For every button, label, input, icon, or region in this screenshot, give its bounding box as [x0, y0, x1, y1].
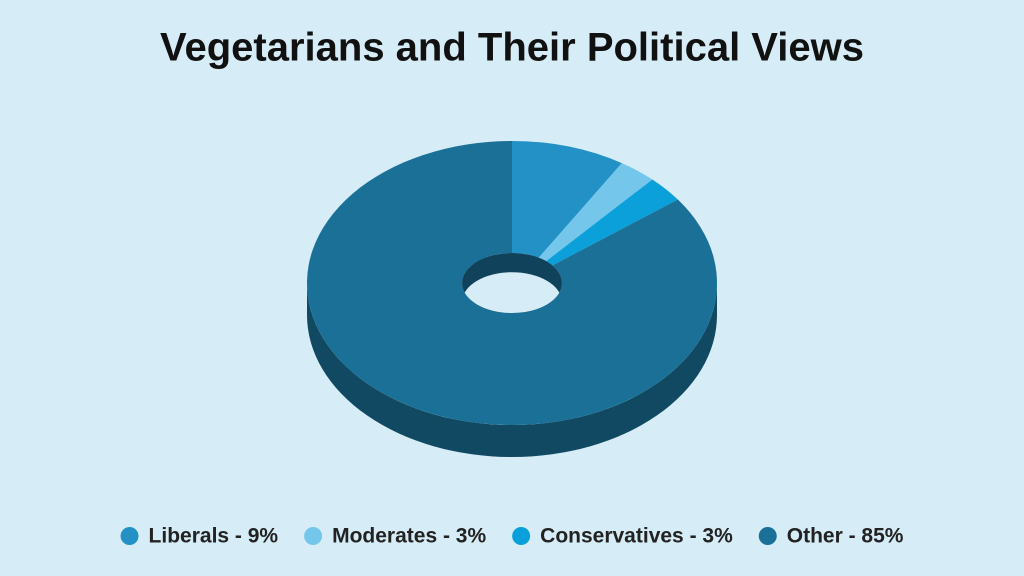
legend: Liberals - 9% Moderates - 3% Conservatives…: [120, 525, 904, 548]
slice-side: [307, 283, 717, 457]
legend-label: Liberals - 9%: [149, 525, 279, 548]
slice: [512, 141, 622, 258]
pie: [307, 140, 718, 457]
legend-marker: [120, 527, 139, 545]
legend-item: Moderates - 3%: [304, 525, 486, 548]
legend-marker: [758, 527, 777, 545]
legend-label: Other - 85%: [787, 525, 904, 548]
legend-item: Conservatives - 3%: [512, 525, 733, 548]
legend-marker: [304, 527, 323, 545]
legend-label: Moderates - 3%: [332, 525, 486, 548]
legend-label: Conservatives - 3%: [540, 525, 733, 548]
chart-title: Vegetarians and Their Political Views: [160, 26, 864, 70]
legend-item: Liberals - 9%: [120, 525, 279, 548]
slice: [546, 179, 678, 266]
hole: [462, 272, 562, 313]
slice: [307, 140, 718, 425]
legend-item: Other - 85%: [758, 525, 904, 548]
legend-marker: [512, 527, 531, 545]
slice: [538, 163, 653, 262]
